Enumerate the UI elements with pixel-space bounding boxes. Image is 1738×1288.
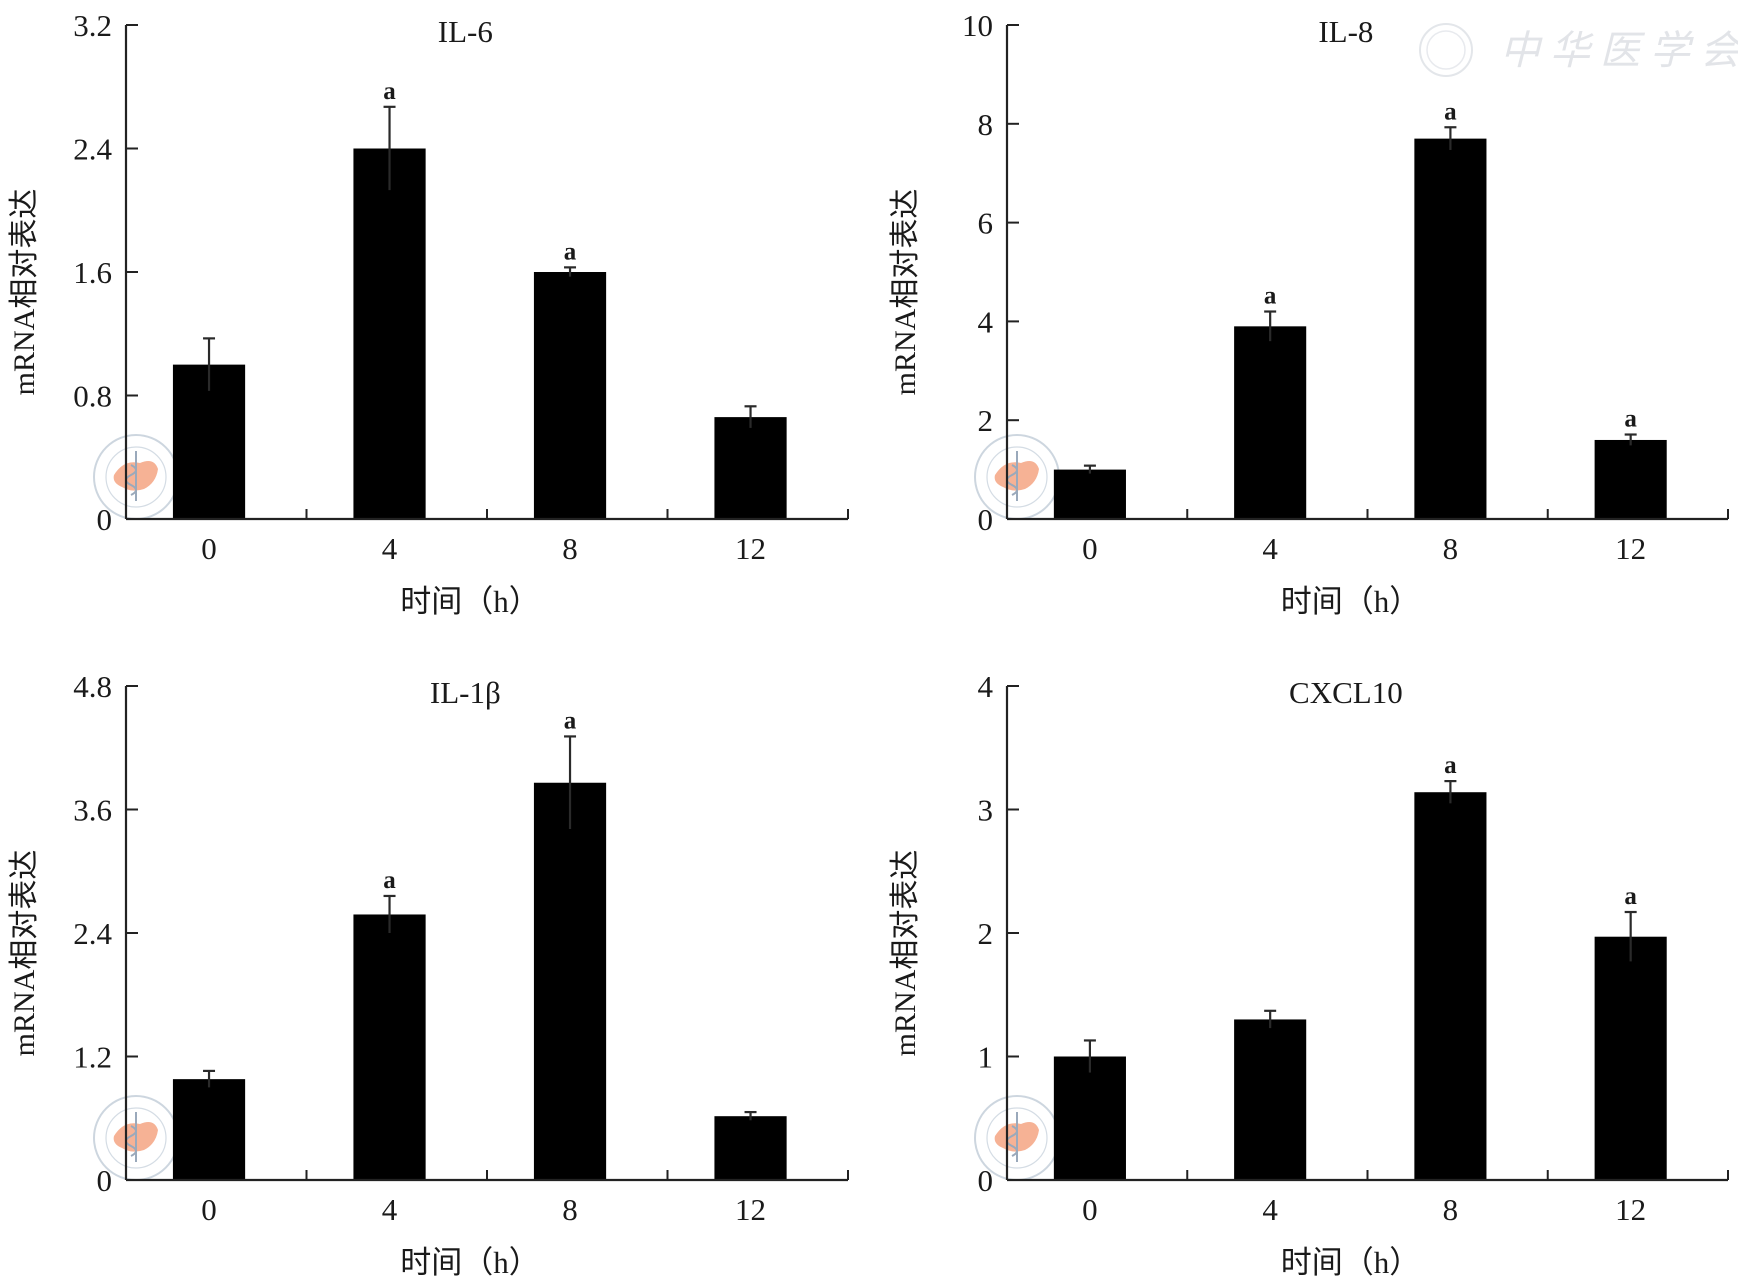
x-axis-label: 时间（h） <box>1281 1245 1421 1280</box>
x-tick-label: 8 <box>1443 531 1459 566</box>
significance-marker: a <box>1264 283 1277 310</box>
y-tick-label: 1.6 <box>73 255 112 290</box>
y-axis-label: mRNA相对表达 <box>8 850 41 1057</box>
y-tick-label: 0.8 <box>73 379 112 414</box>
bar <box>533 782 607 1180</box>
significance-marker: a <box>1624 406 1637 433</box>
watermark-header: 中华医学会 <box>1419 23 1738 77</box>
x-tick-label: 0 <box>201 1192 217 1227</box>
y-tick-label: 0 <box>97 1163 113 1198</box>
y-tick-label: 2.4 <box>73 916 112 951</box>
association-logo-icon <box>974 1095 1060 1181</box>
bar <box>353 148 426 519</box>
x-tick-label: 0 <box>1082 531 1098 566</box>
y-tick-label: 3.2 <box>73 8 112 43</box>
y-axis-label: mRNA相对表达 <box>889 189 922 396</box>
x-tick-label: 8 <box>1443 1192 1459 1227</box>
y-tick-label: 8 <box>978 107 994 142</box>
bar <box>172 1079 246 1180</box>
y-axis-label: mRNA相对表达 <box>8 189 41 396</box>
y-tick-label: 4.8 <box>73 669 112 704</box>
y-tick-label: 4 <box>978 304 994 339</box>
y-tick-label: 3 <box>978 793 994 828</box>
y-tick-label: 0 <box>97 502 113 537</box>
x-tick-label: 4 <box>1262 531 1278 566</box>
y-tick-label: 2.4 <box>73 132 112 167</box>
x-tick-label: 4 <box>382 1192 398 1227</box>
bar <box>1594 439 1667 519</box>
x-axis-label: 时间（h） <box>400 1245 540 1280</box>
x-tick-label: 8 <box>562 531 578 566</box>
association-seal-icon <box>1419 23 1473 77</box>
x-tick-label: 0 <box>201 531 217 566</box>
x-tick-label: 0 <box>1082 1192 1098 1227</box>
bar <box>1414 138 1487 519</box>
logo-inner-ring <box>105 446 167 508</box>
y-tick-label: 4 <box>978 669 994 704</box>
y-tick-label: 10 <box>962 8 993 43</box>
bar <box>714 1116 787 1180</box>
logo-inner-ring <box>105 1107 167 1169</box>
y-tick-label: 3.6 <box>73 793 112 828</box>
x-tick-label: 12 <box>735 1192 766 1227</box>
bar <box>1053 1056 1126 1180</box>
x-tick-label: 12 <box>735 531 766 566</box>
chart-title: IL-8 <box>1318 14 1373 49</box>
bar <box>1594 936 1667 1180</box>
y-axis-label: mRNA相对表达 <box>889 850 922 1057</box>
significance-marker: a <box>383 78 396 105</box>
x-tick-label: 8 <box>562 1192 578 1227</box>
bar <box>1053 469 1126 519</box>
chart-title: IL-1β <box>430 675 501 710</box>
x-tick-label: 4 <box>1262 1192 1278 1227</box>
y-tick-label: 1.2 <box>73 1040 112 1075</box>
x-tick-label: 12 <box>1615 531 1646 566</box>
chart-title: IL-6 <box>438 14 493 49</box>
y-tick-label: 6 <box>978 206 994 241</box>
y-tick-label: 0 <box>978 502 994 537</box>
chart-title: CXCL10 <box>1289 675 1403 710</box>
x-axis-label: 时间（h） <box>1281 584 1421 619</box>
bar <box>1234 1019 1307 1180</box>
bar <box>353 914 426 1180</box>
significance-marker: a <box>1444 752 1457 779</box>
significance-marker: a <box>564 238 577 265</box>
y-tick-label: 1 <box>978 1040 994 1075</box>
significance-marker: a <box>383 867 396 894</box>
y-tick-label: 2 <box>978 916 994 951</box>
bar <box>714 417 787 519</box>
x-tick-label: 12 <box>1615 1192 1646 1227</box>
association-logo-icon <box>974 434 1060 520</box>
bar <box>1414 792 1487 1180</box>
y-tick-label: 0 <box>978 1163 994 1198</box>
bar <box>1234 326 1307 519</box>
significance-marker: a <box>564 707 577 734</box>
significance-marker: a <box>1624 883 1637 910</box>
significance-marker: a <box>1444 98 1457 125</box>
x-tick-label: 4 <box>382 531 398 566</box>
logo-inner-ring <box>986 446 1048 508</box>
watermark-text: 中华医学会 <box>1500 28 1738 74</box>
bar <box>533 272 607 519</box>
y-tick-label: 2 <box>978 403 994 438</box>
logo-inner-ring <box>986 1107 1048 1169</box>
x-axis-label: 时间（h） <box>400 584 540 619</box>
